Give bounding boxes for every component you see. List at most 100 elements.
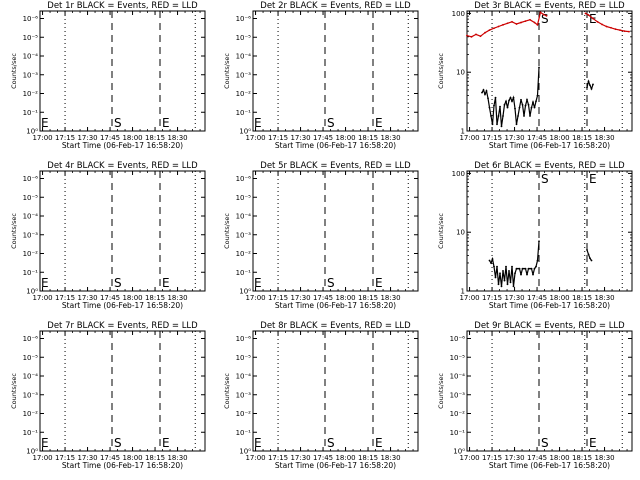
- marker-end-label: E: [254, 276, 262, 290]
- x-tick-label: 18:30: [594, 134, 614, 142]
- y-tick-label: 10⁰: [453, 448, 465, 456]
- y-tick-label: 10⁻³: [23, 71, 39, 79]
- data-point: [508, 99, 510, 102]
- data-point: [505, 100, 507, 103]
- data-point: [619, 29, 621, 32]
- y-tick-label: 10⁻⁴: [23, 373, 39, 381]
- y-axis-label: Counts/sec: [10, 373, 18, 409]
- panel-title: Det 4r BLACK = Events, RED = LLD: [47, 161, 198, 171]
- data-point: [586, 86, 588, 89]
- x-axis-label: Start Time (06-Feb-17 16:58:20): [62, 141, 183, 150]
- data-point: [592, 17, 594, 20]
- marker-start-label: S: [541, 172, 549, 186]
- panel-title: Det 2r BLACK = Events, RED = LLD: [260, 1, 411, 11]
- data-point: [514, 272, 516, 275]
- data-point: [529, 115, 531, 117]
- data-point: [526, 273, 528, 276]
- data-point: [536, 259, 539, 262]
- panel-title: Det 3r BLACK = Events, RED = LLD: [474, 1, 625, 11]
- data-point: [506, 106, 509, 109]
- data-point: [524, 267, 527, 270]
- data-point: [488, 106, 491, 109]
- data-point: [479, 35, 482, 38]
- marker-start-label: S: [541, 12, 549, 26]
- y-tick-label: 10⁻⁶: [236, 175, 252, 183]
- marker-start-label: S: [327, 276, 335, 290]
- data-point: [503, 103, 506, 106]
- x-tick-label: 17:30: [504, 134, 524, 142]
- data-point: [533, 106, 536, 109]
- x-tick-label: 17:00: [245, 294, 265, 302]
- data-point: [496, 265, 498, 268]
- data-point: [520, 273, 522, 276]
- marker-start-label: S: [541, 436, 549, 450]
- data-point: [605, 25, 608, 28]
- lld-rate-line: [466, 11, 547, 38]
- data-point: [502, 23, 504, 26]
- x-tick-label: 17:30: [290, 134, 310, 142]
- data-point: [470, 35, 473, 38]
- data-point: [502, 115, 504, 117]
- x-tick-label: 18:00: [549, 294, 569, 302]
- x-axis-label: Start Time (06-Feb-17 16:58:20): [62, 461, 183, 470]
- data-point: [484, 31, 486, 34]
- data-point: [539, 11, 542, 14]
- data-point: [533, 267, 536, 270]
- y-tick-label: 10⁻⁴: [236, 373, 252, 381]
- y-axis-label: Counts/sec: [10, 53, 18, 89]
- y-tick-label: 10⁻¹: [236, 429, 252, 437]
- data-point: [623, 30, 626, 33]
- y-tick-label: 10⁻⁴: [450, 373, 466, 381]
- x-tick-label: 17:45: [313, 294, 333, 302]
- x-tick-label: 17:15: [55, 134, 75, 142]
- data-point: [482, 89, 485, 91]
- marker-end-label: E: [375, 116, 383, 130]
- data-point: [487, 97, 489, 100]
- x-tick-label: 18:00: [335, 294, 355, 302]
- data-point: [491, 123, 494, 126]
- data-point: [508, 269, 510, 272]
- marker-end-label: E: [254, 116, 262, 130]
- data-point: [535, 100, 537, 103]
- y-tick-label: 10⁻¹: [236, 269, 252, 277]
- data-point: [511, 100, 513, 103]
- y-tick-label: 10⁻²: [236, 410, 252, 418]
- x-tick-label: 18:30: [594, 294, 614, 302]
- y-tick-label: 10⁻⁴: [236, 213, 252, 221]
- x-axis-label: Start Time (06-Feb-17 16:58:20): [275, 141, 396, 150]
- data-point: [515, 267, 518, 270]
- data-point: [475, 33, 477, 36]
- y-tick-label: 10⁻²: [236, 90, 252, 98]
- y-tick-label: 10⁻³: [23, 391, 39, 399]
- data-point: [590, 88, 593, 90]
- plot-frame: [466, 330, 633, 452]
- event-rate-line: [488, 241, 540, 287]
- x-tick-label: 18:15: [145, 294, 165, 302]
- data-point: [524, 104, 527, 107]
- y-tick-label: 10⁻³: [450, 391, 466, 399]
- panel-title: Det 9r BLACK = Events, RED = LLD: [474, 321, 625, 331]
- data-point: [628, 30, 630, 33]
- plot-frame: [39, 170, 206, 292]
- y-tick-label: 10⁻⁶: [236, 335, 252, 343]
- data-point: [590, 259, 593, 262]
- x-tick-label: 17:15: [268, 134, 288, 142]
- data-point: [512, 96, 515, 99]
- y-tick-label: 10: [456, 229, 465, 237]
- x-tick-label: 18:00: [122, 294, 142, 302]
- x-axis-label: Start Time (06-Feb-17 16:58:20): [489, 301, 610, 310]
- data-point: [545, 14, 548, 17]
- x-tick-label: 17:45: [100, 294, 120, 302]
- data-point: [497, 25, 500, 28]
- y-tick-label: 10⁰: [239, 448, 251, 456]
- data-point: [536, 23, 539, 26]
- data-point: [533, 21, 536, 24]
- y-tick-label: 100: [452, 10, 465, 18]
- x-axis-label: Start Time (06-Feb-17 16:58:20): [489, 141, 610, 150]
- x-tick-label: 17:00: [32, 294, 52, 302]
- data-point: [587, 14, 590, 16]
